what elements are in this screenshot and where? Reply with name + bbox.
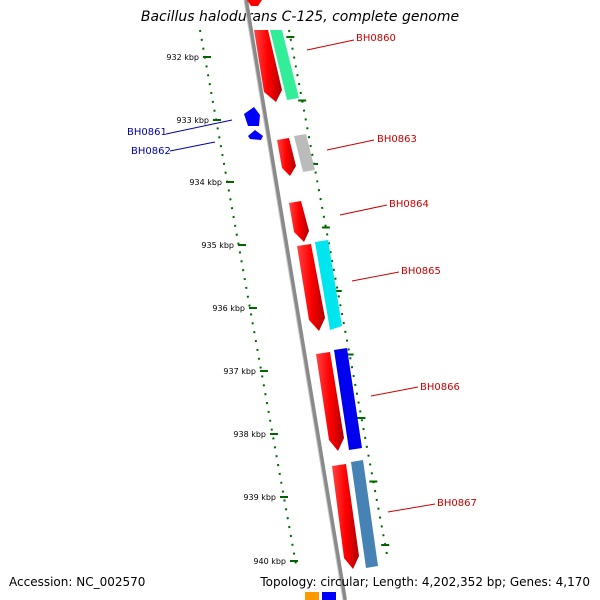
map-title: Bacillus halodurans C-125, complete geno… bbox=[140, 9, 460, 25]
label-leader-bh0865 bbox=[351, 271, 400, 282]
cds-arrow-bh0867[interactable] bbox=[332, 464, 359, 569]
gene-label-bh0866[interactable]: BH0866 bbox=[420, 382, 460, 393]
label-leader-bh0860 bbox=[306, 39, 355, 51]
tick-label: 936 kbp bbox=[212, 304, 245, 313]
cds-arrow-bh0864[interactable] bbox=[289, 201, 309, 242]
label-leader-bh0863 bbox=[326, 139, 375, 151]
cog-bar-bh0867[interactable] bbox=[351, 460, 378, 568]
misc-feature[interactable] bbox=[305, 592, 319, 600]
tick-label: 934 kbp bbox=[189, 178, 222, 187]
cog-bar-bh0865[interactable] bbox=[315, 240, 342, 330]
label-leader-bh0866 bbox=[370, 386, 419, 397]
cog-bar-bh0863[interactable] bbox=[294, 134, 315, 172]
gene-label-bh0860[interactable]: BH0860 bbox=[356, 33, 396, 44]
tick-label: 940 kbp bbox=[253, 557, 286, 566]
gene-label-bh0862[interactable]: BH0862 bbox=[131, 146, 171, 157]
gene-label-bh0861[interactable]: BH0861 bbox=[127, 127, 167, 138]
tick-label: 939 kbp bbox=[243, 493, 276, 502]
label-leader-bh0864 bbox=[339, 204, 388, 216]
cds-arrow-bh0865[interactable] bbox=[297, 244, 325, 331]
genome-backbone-highlight bbox=[243, 0, 344, 600]
cog-bar-bh0860[interactable] bbox=[270, 30, 299, 100]
tick-label: 935 kbp bbox=[201, 241, 234, 250]
label-leader-bh0862 bbox=[169, 141, 216, 152]
gene-label-bh0863[interactable]: BH0863 bbox=[377, 134, 417, 145]
genome-backbone bbox=[244, 0, 347, 600]
gene-label-bh0867[interactable]: BH0867 bbox=[437, 498, 477, 509]
cds-arrow[interactable] bbox=[247, 0, 262, 6]
cds-arrow-bh0863[interactable] bbox=[277, 138, 296, 176]
accession-text: Accession: NC_002570 bbox=[9, 575, 146, 589]
cds-arrow-bh0861[interactable] bbox=[244, 107, 260, 126]
tick-label: 938 kbp bbox=[233, 430, 266, 439]
label-leader-bh0861 bbox=[165, 119, 233, 135]
misc-feature[interactable] bbox=[322, 592, 336, 600]
gene-label-bh0865[interactable]: BH0865 bbox=[401, 266, 441, 277]
cds-arrow-bh0862[interactable] bbox=[248, 130, 263, 140]
gene-label-bh0864[interactable]: BH0864 bbox=[389, 199, 429, 210]
topology-text: Topology: circular; Length: 4,202,352 bp… bbox=[260, 575, 590, 589]
tick-label: 937 kbp bbox=[223, 367, 256, 376]
tick-label: 932 kbp bbox=[166, 53, 199, 62]
label-leader-bh0867 bbox=[387, 503, 436, 513]
cog-bar-bh0866[interactable] bbox=[334, 348, 362, 450]
cds-arrow-bh0860[interactable] bbox=[254, 30, 282, 102]
tick-label: 933 kbp bbox=[176, 116, 209, 125]
cds-arrow-bh0866[interactable] bbox=[316, 352, 344, 451]
tick-group: 932 kbp 933 kbp 934 kbp 935 kbp 936 kbp 937 k… bbox=[166, 36, 390, 566]
